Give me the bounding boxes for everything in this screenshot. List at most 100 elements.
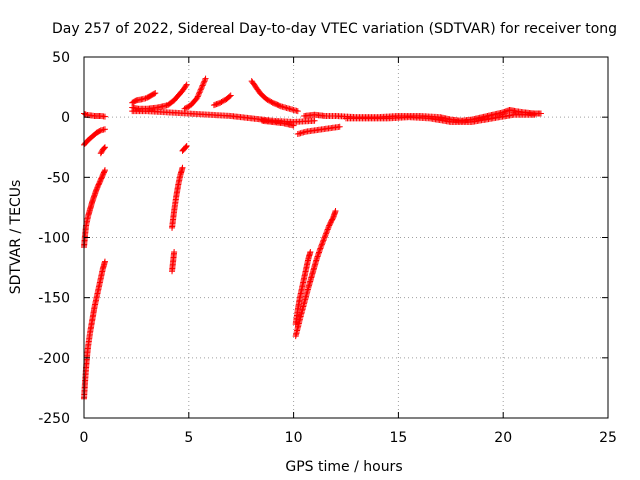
series-arc <box>129 90 159 106</box>
data-point <box>324 227 331 234</box>
data-point <box>195 92 202 99</box>
data-point <box>325 223 332 230</box>
data-point <box>336 123 343 130</box>
data-point <box>264 96 271 103</box>
y-tick-label: -100 <box>38 231 70 247</box>
x-tick-label: 25 <box>599 430 617 446</box>
data-point <box>197 86 204 93</box>
data-point <box>179 164 186 171</box>
data-point <box>182 82 189 89</box>
data-point <box>182 105 189 112</box>
series-arc <box>81 167 108 251</box>
data-point <box>531 111 538 118</box>
data-point <box>267 98 274 105</box>
series-arc <box>292 208 339 340</box>
x-tick-label: 15 <box>389 430 407 446</box>
data-point <box>199 82 206 89</box>
data-point <box>311 117 318 124</box>
series-arc <box>210 92 234 109</box>
data-point <box>101 258 108 265</box>
data-point <box>290 122 297 129</box>
data-point <box>219 98 226 105</box>
y-tick-label: 0 <box>61 110 70 126</box>
series-arc <box>259 117 297 129</box>
data-point <box>101 126 108 133</box>
data-point <box>218 99 225 106</box>
x-axis-label: GPS time / hours <box>285 459 402 475</box>
x-tick-label: 0 <box>80 430 89 446</box>
data-point <box>183 143 190 150</box>
data-point <box>325 225 332 232</box>
series-arc <box>169 248 178 275</box>
x-tick-label: 10 <box>285 430 303 446</box>
data-point <box>184 104 191 111</box>
data-point <box>195 90 202 97</box>
data-point <box>101 145 108 152</box>
data-point <box>294 108 301 115</box>
data-point <box>197 88 204 95</box>
data-point <box>276 102 283 109</box>
data-point <box>194 94 201 101</box>
series-arc <box>169 164 186 231</box>
data-point <box>323 229 330 236</box>
data-point <box>537 110 544 117</box>
data-point <box>183 81 190 88</box>
series-arc <box>294 123 343 138</box>
data-point <box>101 168 108 175</box>
data-point <box>227 92 234 99</box>
data-point <box>226 93 233 100</box>
x-tick-label: 20 <box>494 430 512 446</box>
data-point <box>319 238 326 245</box>
y-tick-label: 50 <box>52 50 70 66</box>
chart-title: Day 257 of 2022, Sidereal Day-to-day VTE… <box>52 21 617 37</box>
tick-labels: 0 5 10 15 20 25 -250 -200 -150 -100 -50 0 50 <box>38 50 617 446</box>
data-point <box>201 78 208 85</box>
data-point <box>319 240 326 247</box>
series-arc <box>97 144 108 157</box>
x-tick-label: 5 <box>184 430 193 446</box>
data-point <box>196 89 203 96</box>
data-point <box>101 167 108 174</box>
series-arc <box>343 111 538 125</box>
data-point <box>202 75 209 82</box>
data-point <box>198 85 205 92</box>
y-tick-label: -50 <box>47 170 70 186</box>
data-point <box>194 93 201 100</box>
data-point <box>317 244 324 251</box>
ticks <box>83 56 609 419</box>
data-point <box>332 208 339 215</box>
data-point <box>217 99 224 106</box>
data-point <box>152 90 159 97</box>
data-point <box>101 144 108 151</box>
data-point <box>171 248 178 255</box>
data-marks <box>81 75 544 402</box>
data-point <box>322 233 329 240</box>
data-point <box>320 237 327 244</box>
data-point <box>201 77 208 84</box>
series-arc <box>248 78 301 115</box>
data-point <box>307 248 314 255</box>
data-point <box>320 236 327 243</box>
y-tick-label: -150 <box>38 291 70 307</box>
data-point <box>200 79 207 86</box>
data-point <box>198 83 205 90</box>
data-point <box>185 103 192 110</box>
data-point <box>318 242 325 249</box>
data-point <box>263 96 270 103</box>
data-point <box>324 226 331 233</box>
y-tick-label: -200 <box>38 351 70 367</box>
data-point <box>101 113 108 120</box>
data-point <box>151 90 158 97</box>
data-point <box>265 97 272 104</box>
series-arc <box>292 248 314 328</box>
y-tick-label: -250 <box>38 411 70 427</box>
series-arc <box>179 143 190 154</box>
data-point <box>221 97 228 104</box>
data-point <box>318 241 325 248</box>
data-point <box>183 143 190 150</box>
data-point <box>322 231 329 238</box>
data-point <box>200 81 207 88</box>
series-arc <box>81 258 108 402</box>
